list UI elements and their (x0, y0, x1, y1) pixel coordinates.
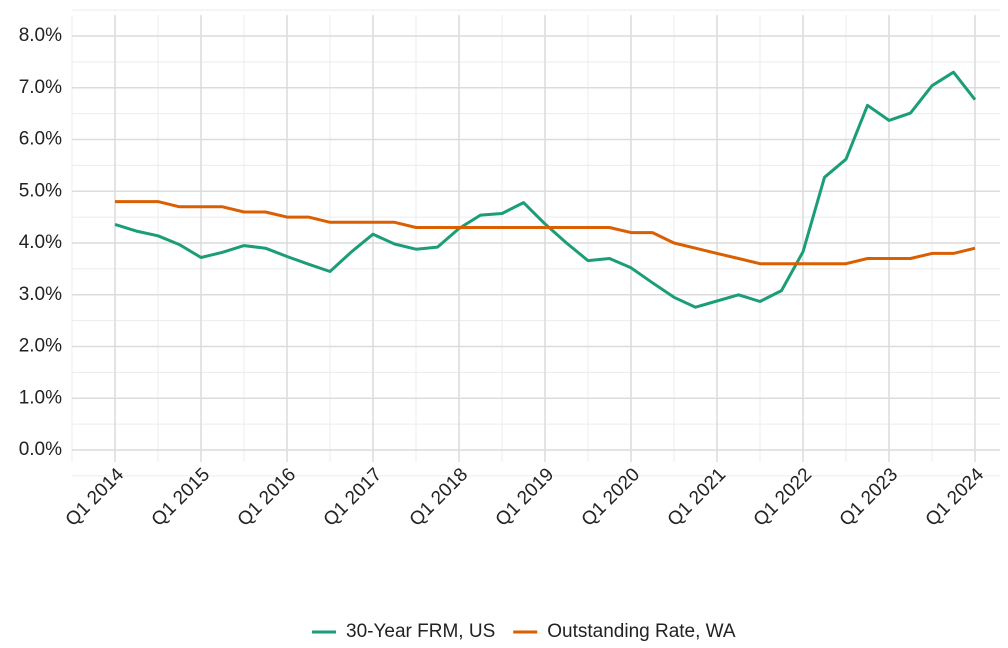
x-tick-label: Q1 2016 (234, 464, 300, 530)
y-tick-label: 1.0% (19, 387, 62, 408)
y-tick-label: 7.0% (19, 77, 62, 98)
y-tick-label: 3.0% (19, 284, 62, 305)
x-tick-label: Q1 2020 (578, 464, 644, 530)
y-tick-label: 2.0% (19, 336, 62, 357)
y-tick-label: 6.0% (19, 129, 62, 150)
series-line (115, 200, 976, 266)
x-tick-label: Q1 2014 (62, 464, 129, 531)
x-tick-label: Q1 2023 (836, 464, 902, 530)
y-tick-label: 4.0% (19, 232, 62, 253)
y-tick-label: 8.0% (19, 25, 62, 46)
y-tick-label: 5.0% (19, 180, 62, 201)
x-tick-label: Q1 2022 (750, 464, 816, 530)
x-tick-label: Q1 2021 (664, 464, 730, 530)
x-tick-label: Q1 2015 (148, 464, 214, 530)
x-tick-label: Q1 2017 (320, 464, 386, 530)
legend-label: 30-Year FRM, US (346, 621, 495, 642)
legend: 30-Year FRM, US Outstanding Rate, WA (312, 621, 736, 642)
legend-label: Outstanding Rate, WA (547, 621, 736, 642)
x-tick-label: Q1 2019 (492, 464, 558, 530)
series-line (114, 70, 977, 309)
y-tick-label: 0.0% (19, 439, 62, 460)
x-tick-label: Q1 2024 (922, 464, 989, 531)
x-tick-label: Q1 2018 (406, 464, 472, 530)
